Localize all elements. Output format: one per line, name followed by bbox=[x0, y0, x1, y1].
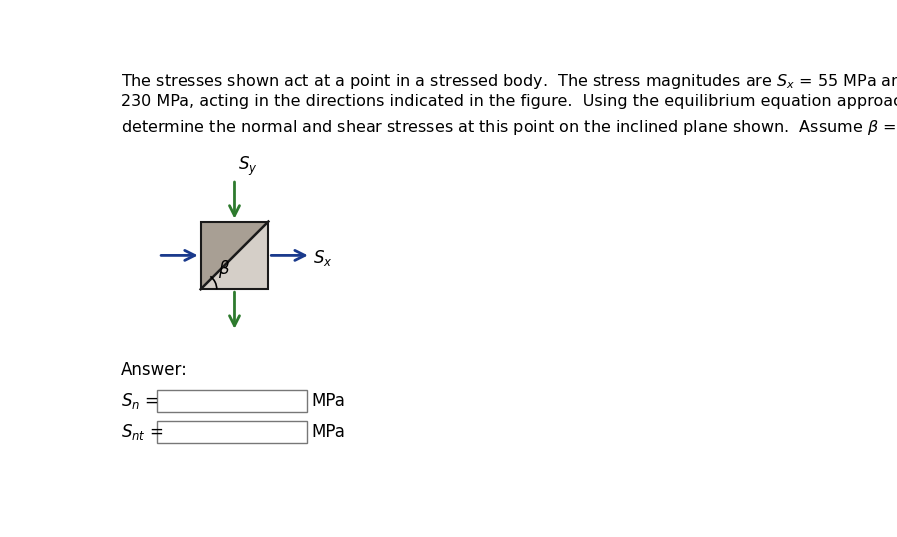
Text: 230 MPa, acting in the directions indicated in the figure.  Using the equilibriu: 230 MPa, acting in the directions indica… bbox=[120, 95, 897, 110]
Text: β: β bbox=[218, 260, 228, 279]
Text: MPa: MPa bbox=[311, 423, 345, 441]
Bar bbox=[201, 222, 268, 289]
Bar bbox=[157, 390, 307, 412]
Text: Answer:: Answer: bbox=[120, 361, 187, 379]
Polygon shape bbox=[201, 222, 268, 289]
Text: $S_{nt}$ =: $S_{nt}$ = bbox=[120, 422, 163, 442]
Text: $S_y$: $S_y$ bbox=[238, 155, 257, 178]
Bar bbox=[201, 222, 268, 289]
Bar bbox=[157, 421, 307, 442]
Text: MPa: MPa bbox=[311, 392, 345, 410]
Text: determine the normal and shear stresses at this point on the inclined plane show: determine the normal and shear stresses … bbox=[120, 117, 897, 137]
Text: $S_x$: $S_x$ bbox=[313, 248, 333, 268]
Text: $S_n$ =: $S_n$ = bbox=[120, 391, 159, 411]
Text: The stresses shown act at a point in a stressed body.  The stress magnitudes are: The stresses shown act at a point in a s… bbox=[120, 72, 897, 93]
